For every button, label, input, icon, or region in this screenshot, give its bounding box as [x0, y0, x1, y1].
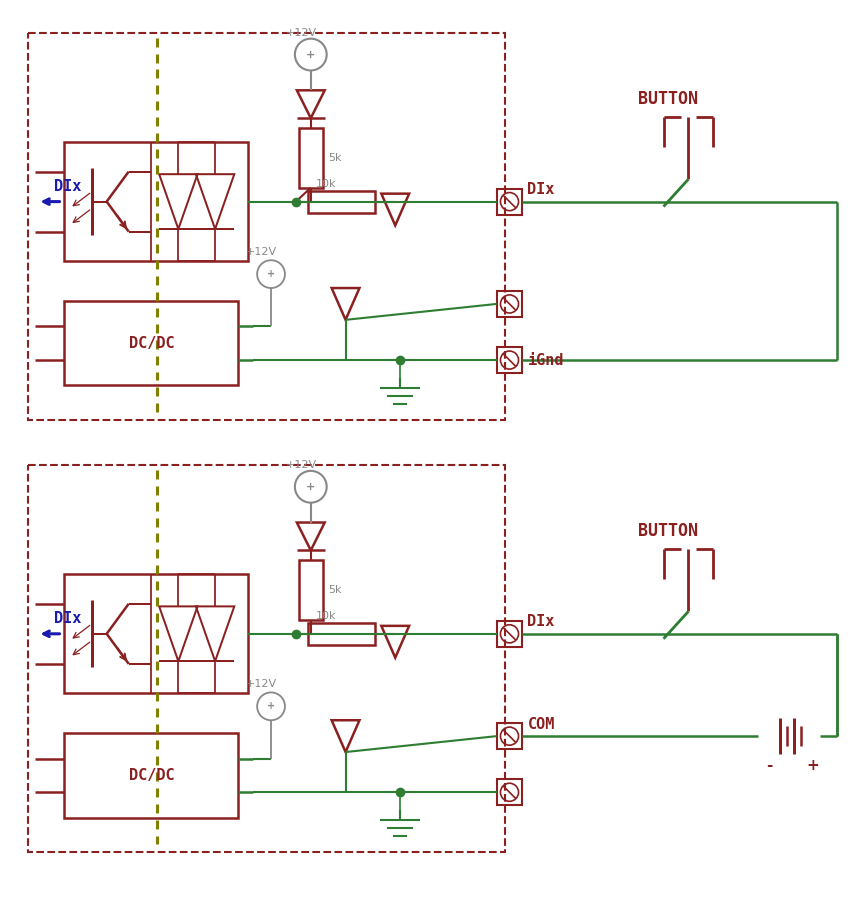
Text: 10k: 10k: [315, 611, 336, 621]
Text: +: +: [267, 269, 275, 279]
Text: DIx: DIx: [54, 179, 82, 194]
Text: iGnd: iGnd: [527, 352, 564, 368]
Text: 5k: 5k: [328, 153, 342, 163]
Text: +12V: +12V: [245, 247, 276, 257]
Text: DC/DC: DC/DC: [129, 335, 175, 351]
Text: BUTTON: BUTTON: [638, 90, 698, 108]
Text: DIx: DIx: [527, 182, 555, 197]
Text: 5k: 5k: [328, 585, 342, 595]
Text: DC/DC: DC/DC: [129, 768, 175, 783]
Text: 10k: 10k: [315, 179, 336, 189]
Text: +: +: [306, 49, 315, 59]
Text: -: -: [766, 759, 772, 773]
Text: +: +: [806, 759, 819, 773]
Text: COM: COM: [527, 717, 555, 732]
Text: +12V: +12V: [285, 460, 316, 470]
Polygon shape: [65, 734, 238, 817]
Text: DIx: DIx: [527, 614, 555, 629]
Text: +: +: [267, 701, 275, 711]
Text: +12V: +12V: [285, 28, 316, 38]
Text: DIx: DIx: [54, 611, 82, 627]
Text: +: +: [306, 482, 315, 492]
Text: +12V: +12V: [245, 680, 276, 690]
Text: BUTTON: BUTTON: [638, 522, 698, 540]
Polygon shape: [65, 301, 238, 386]
